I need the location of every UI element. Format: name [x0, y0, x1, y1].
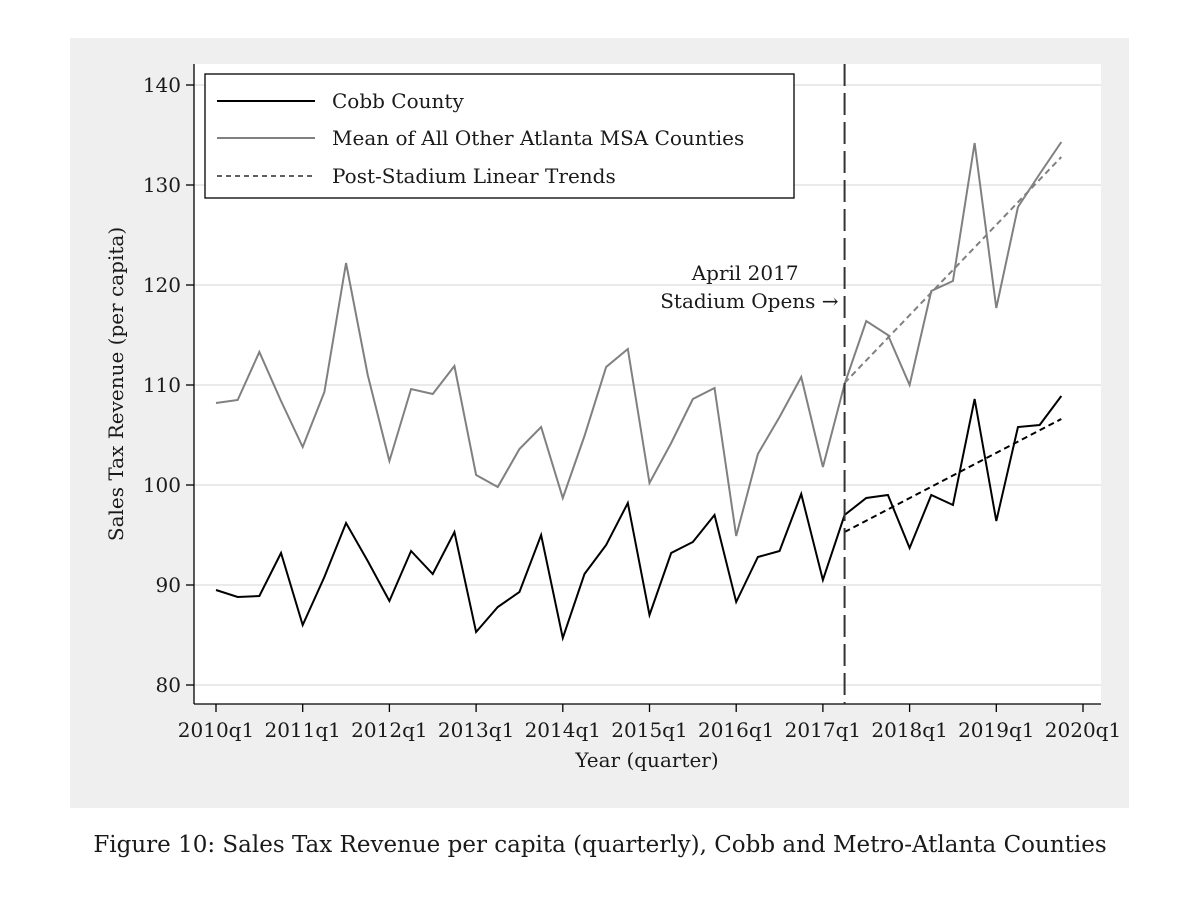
- annotation-april-2017: April 2017: [691, 261, 799, 285]
- y-tick-label: 120: [143, 273, 181, 297]
- x-tick-label: 2011q1: [264, 718, 340, 742]
- legend-label-trend: Post-Stadium Linear Trends: [332, 164, 616, 188]
- x-tick-label: 2010q1: [178, 718, 254, 742]
- figure-caption: Figure 10: Sales Tax Revenue per capita …: [93, 832, 1107, 858]
- x-tick-label: 2016q1: [698, 718, 774, 742]
- y-tick-label: 80: [156, 673, 181, 697]
- y-tick-label: 90: [156, 573, 181, 597]
- x-tick-label: 2012q1: [351, 718, 427, 742]
- x-ticks: 2010q1 2011q1 2012q1 2013q1 2014q1 2015q1 2016…: [178, 704, 1121, 742]
- axes: [193, 64, 1101, 705]
- x-axis-label: Year (quarter): [574, 748, 718, 772]
- y-tick-label: 130: [143, 173, 181, 197]
- x-tick-label: 2019q1: [958, 718, 1034, 742]
- x-tick-label: 2018q1: [871, 718, 947, 742]
- series-layer: [215, 141, 1063, 642]
- y-tick-label: 110: [143, 373, 181, 397]
- series-line-cobb: [215, 395, 1063, 642]
- x-tick-label: 2015q1: [611, 718, 687, 742]
- chart-panel: 80 90 100 110 120 130 140 2010q1 2011q1 2012q1 20…: [70, 38, 1129, 808]
- y-ticks: 80 90 100 110 120 130 140: [143, 73, 194, 697]
- x-tick-label: 2013q1: [438, 718, 514, 742]
- y-tick-label: 100: [143, 473, 181, 497]
- annotation-layer: April 2017 Stadium Opens →: [660, 64, 846, 704]
- x-tick-label: 2020q1: [1045, 718, 1121, 742]
- x-tick-label: 2017q1: [785, 718, 861, 742]
- legend: Cobb County Mean of All Other Atlanta MS…: [204, 73, 795, 199]
- trend-line-cobb: [844, 418, 1062, 533]
- x-tick-label: 2014q1: [525, 718, 601, 742]
- legend-label-atlanta-mean: Mean of All Other Atlanta MSA Counties: [332, 126, 744, 150]
- series-line-atlanta-mean: [215, 141, 1063, 537]
- legend-box: [204, 73, 795, 199]
- y-axis-label: Sales Tax Revenue (per capita): [104, 227, 128, 541]
- trend-line-atlanta-mean: [843, 156, 1063, 384]
- y-tick-label: 140: [143, 73, 181, 97]
- annotation-stadium-opens: Stadium Opens →: [660, 289, 839, 313]
- legend-label-cobb: Cobb County: [332, 89, 464, 113]
